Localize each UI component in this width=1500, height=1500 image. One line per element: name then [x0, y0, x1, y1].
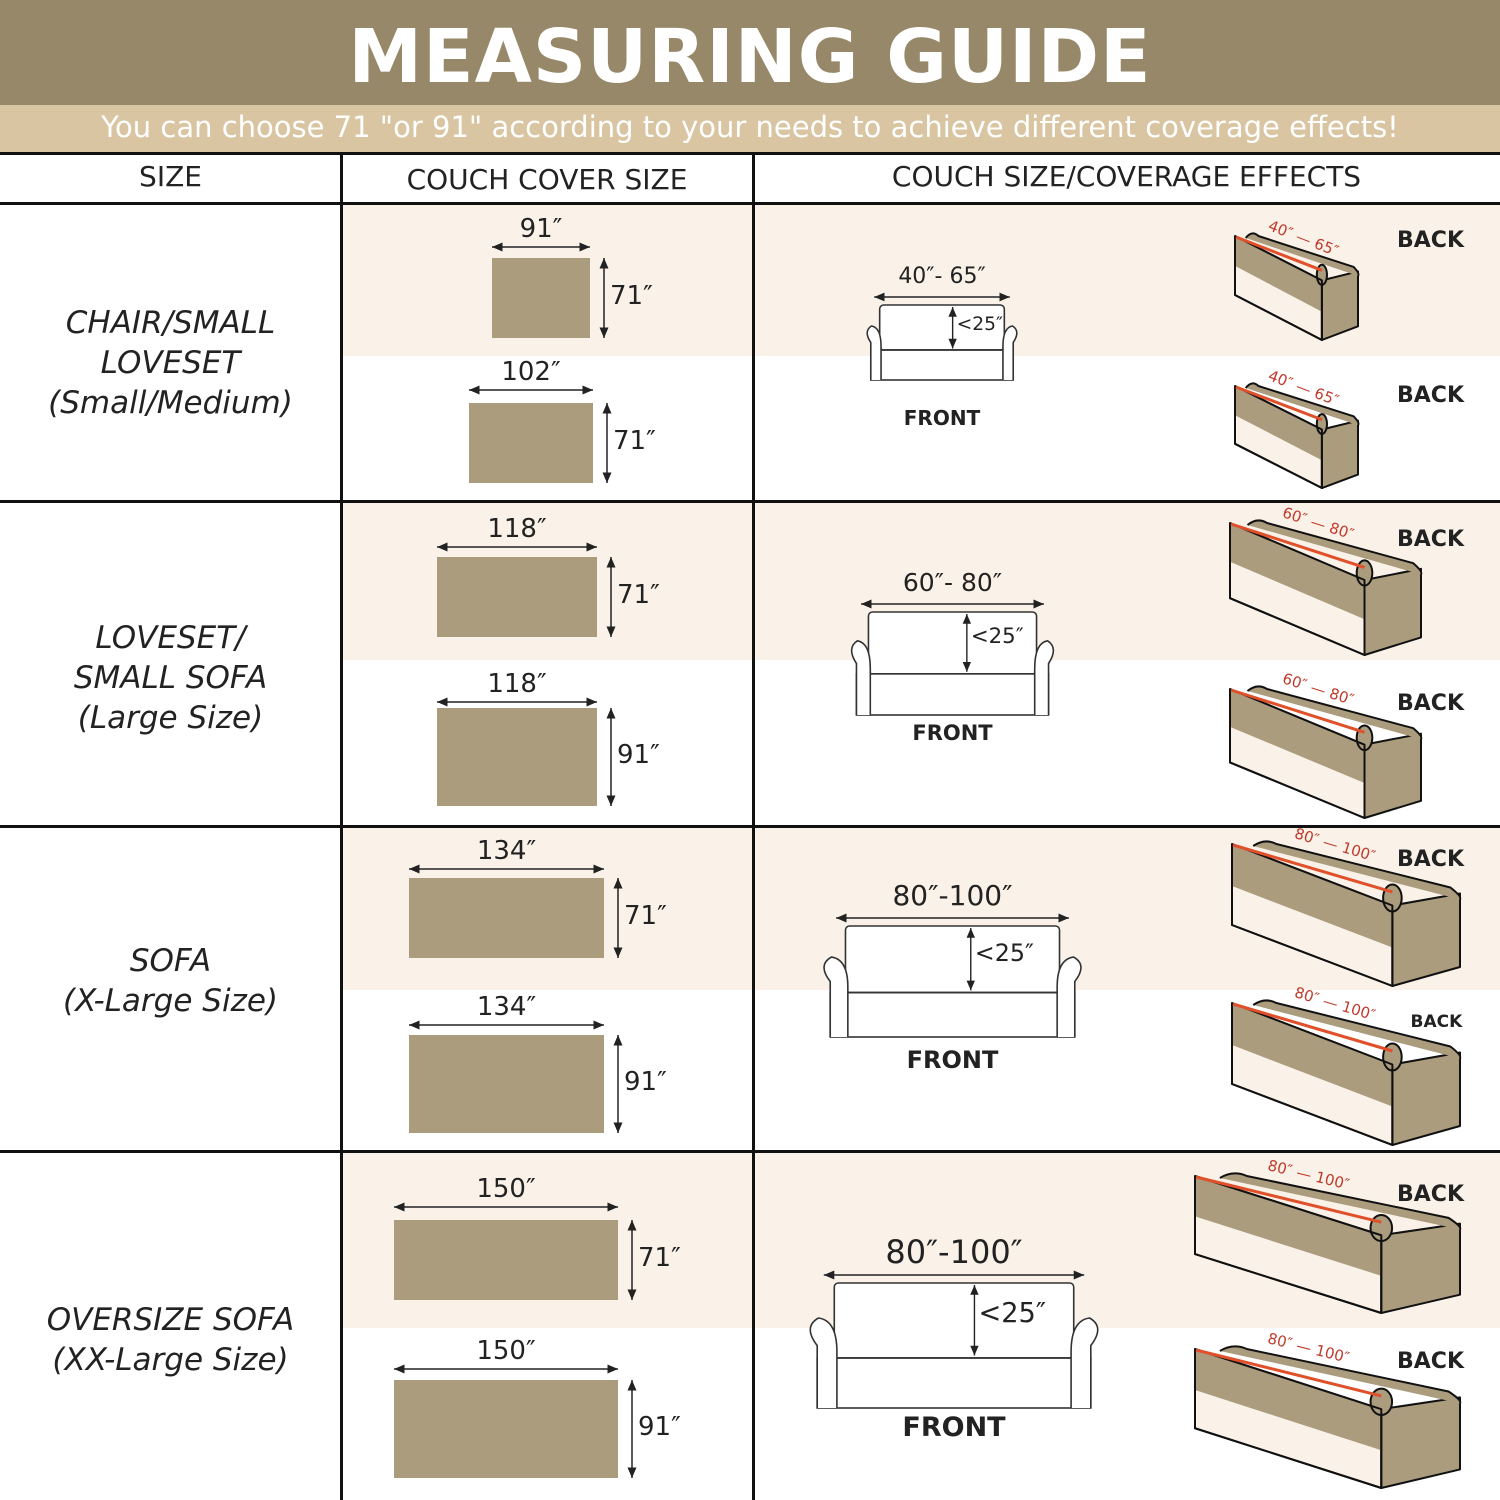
cover-height-label: 71″ — [610, 281, 653, 311]
front-sofa-drawing — [866, 292, 1018, 381]
column-header: SIZE — [139, 160, 202, 193]
back-label: BACK — [1397, 1348, 1464, 1374]
cover-height-label: 91″ — [638, 1412, 681, 1442]
back-sofa-drawing — [1234, 232, 1360, 341]
front-sofa-drawing — [850, 599, 1055, 716]
cover-width-label: 150″ — [476, 1174, 536, 1204]
row-divider — [0, 202, 1500, 205]
front-label: FRONT — [902, 1411, 1006, 1443]
cover-width-label: 134″ — [476, 836, 537, 866]
column-divider — [752, 153, 755, 1500]
size-label: LOVESET/SMALL SOFA (Large Size) — [0, 618, 341, 738]
back-label: BACK — [1397, 526, 1464, 552]
dimension-arrows — [409, 1020, 623, 1133]
column-header: COUCH SIZE/COVERAGE EFFECTS — [891, 160, 1362, 193]
size-label-line: SOFA — [129, 943, 212, 979]
cover-width-label: 134″ — [476, 992, 537, 1022]
back-sofa-drawing — [1194, 1345, 1462, 1489]
front-label: FRONT — [903, 406, 981, 430]
front-width-label: 60″- 80″ — [902, 568, 1003, 597]
cover-width-label: 91″ — [519, 214, 563, 244]
column-divider — [340, 153, 343, 1500]
dimension-arrows — [437, 542, 616, 637]
dimension-arrows — [409, 864, 623, 958]
front-height-label: <25″ — [974, 939, 1034, 968]
back-sofa-drawing — [1194, 1172, 1462, 1314]
dimension-arrows — [437, 697, 616, 806]
back-label: BACK — [1397, 846, 1464, 872]
cover-width-label: 102″ — [501, 357, 561, 387]
back-sofa-drawing — [1229, 519, 1423, 656]
cover-rectangle — [437, 708, 597, 806]
back-label: BACK — [1410, 1011, 1463, 1032]
size-label-line: CHAIR/SMALL — [65, 305, 276, 341]
page-title: MEASURING GUIDE — [348, 14, 1152, 100]
back-label: BACK — [1397, 690, 1464, 716]
front-height-label: <25″ — [978, 1298, 1046, 1329]
dimension-arrows — [394, 1364, 637, 1478]
size-label: SOFA (X-Large Size) — [0, 941, 341, 1021]
back-label: BACK — [1397, 382, 1464, 408]
cover-rectangle — [437, 557, 597, 637]
row-divider — [0, 500, 1500, 503]
back-sofa-drawing — [1231, 840, 1462, 987]
page-subtitle: You can choose 71 "or 91" according to y… — [101, 110, 1399, 144]
size-label-line: LOVESET — [100, 345, 241, 381]
cover-height-label: 71″ — [638, 1243, 681, 1273]
cover-height-label: 91″ — [617, 740, 660, 770]
cover-rectangle — [394, 1380, 618, 1478]
front-width-label: 80″-100″ — [892, 879, 1013, 912]
front-sofa-drawing — [809, 1270, 1099, 1409]
cover-height-label: 71″ — [617, 580, 660, 610]
row-divider — [0, 825, 1500, 828]
cover-width-label: 118″ — [487, 669, 547, 699]
front-width-label: 80″-100″ — [885, 1233, 1023, 1271]
cover-rectangle — [409, 878, 604, 958]
back-sofa-drawing — [1231, 999, 1462, 1146]
cover-rectangle — [409, 1035, 604, 1133]
cover-height-label: 71″ — [613, 426, 656, 456]
cover-rectangle — [469, 403, 593, 483]
size-label: CHAIR/SMALL LOVESET (Small/Medium) — [0, 303, 341, 423]
subtitle-banner — [0, 105, 1500, 153]
size-label-line: (Large Size) — [77, 700, 264, 736]
back-sofa-drawing — [1229, 685, 1423, 819]
cover-rectangle — [492, 258, 590, 338]
size-label: OVERSIZE SOFA (XX-Large Size) — [0, 1300, 341, 1380]
row-divider — [0, 152, 1500, 155]
front-label: FRONT — [912, 721, 993, 746]
back-sofa-drawing — [1234, 382, 1360, 489]
size-label-line: (X-Large Size) — [62, 983, 279, 1019]
row-divider — [0, 1150, 1500, 1153]
size-label-line: (XX-Large Size) — [52, 1342, 289, 1378]
front-label: FRONT — [906, 1045, 999, 1074]
front-height-label: <25″ — [956, 314, 1004, 335]
size-label-line: (Small/Medium) — [48, 385, 293, 421]
back-label: BACK — [1397, 1181, 1464, 1207]
dimension-arrows — [394, 1202, 637, 1300]
cover-width-label: 118″ — [487, 514, 547, 544]
cover-height-label: 71″ — [624, 901, 667, 931]
cover-height-label: 91″ — [624, 1067, 667, 1097]
size-label-line: OVERSIZE SOFA — [46, 1302, 295, 1338]
size-label-line: SMALL SOFA — [73, 660, 268, 696]
front-height-label: <25″ — [970, 624, 1024, 650]
front-sofa-drawing — [823, 913, 1082, 1038]
title-banner — [0, 0, 1500, 105]
size-label-line: LOVESET/ — [95, 620, 246, 656]
dimension-arrows — [469, 385, 612, 483]
cover-width-label: 150″ — [476, 1336, 536, 1366]
column-header: COUCH COVER SIZE — [406, 163, 688, 196]
front-width-label: 40″- 65″ — [898, 264, 986, 289]
dimension-arrows — [492, 242, 609, 338]
back-label: BACK — [1397, 227, 1464, 253]
cover-rectangle — [394, 1220, 618, 1300]
